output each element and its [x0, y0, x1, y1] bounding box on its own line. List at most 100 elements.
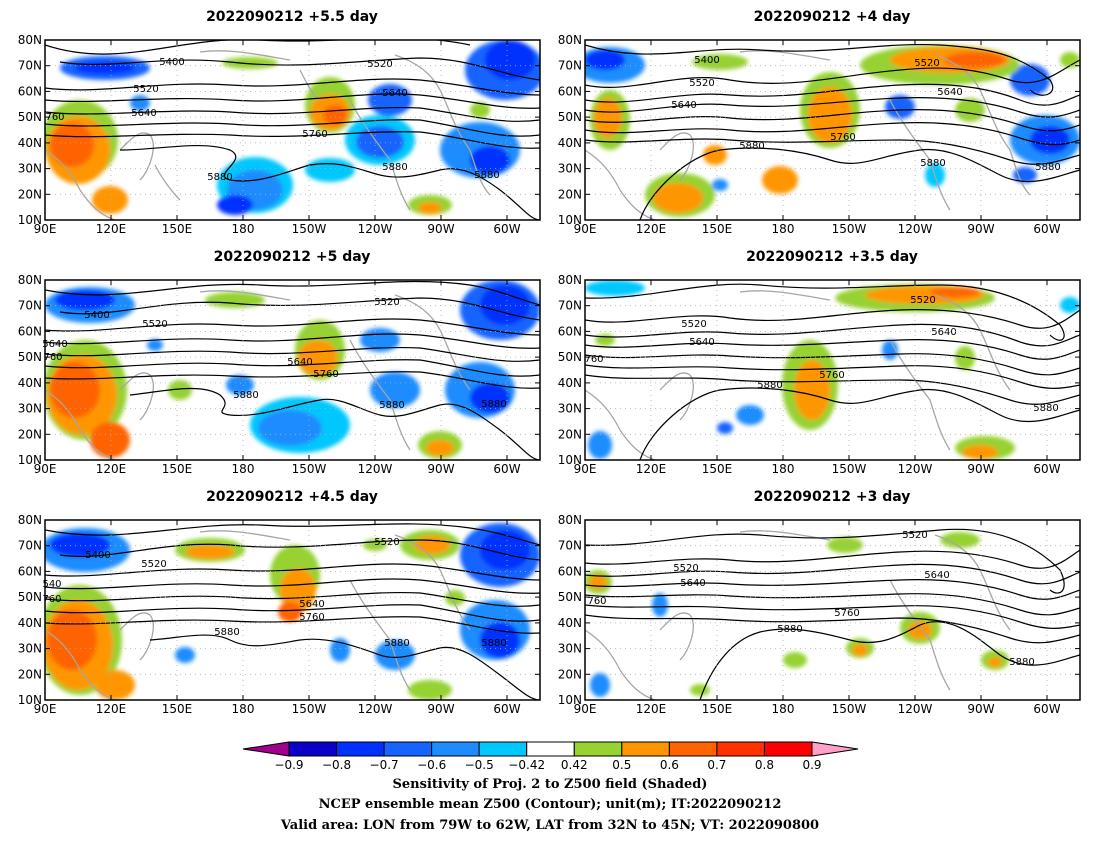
colorbar-swatch	[763, 741, 813, 757]
lon-tick-label: 120E	[636, 222, 667, 236]
svg-text:5880: 5880	[1009, 657, 1034, 668]
lon-tick-label: 150E	[702, 462, 733, 476]
lon-tick-label: 120E	[636, 462, 667, 476]
lon-tick-label: 90E	[574, 702, 597, 716]
svg-text:5760: 5760	[313, 369, 338, 380]
lat-tick-label: 20N	[558, 667, 582, 681]
lon-tick-label: 150E	[162, 702, 193, 716]
svg-text:5880: 5880	[777, 624, 802, 635]
lat-tick-label: 80N	[18, 513, 42, 527]
svg-text:5760: 5760	[834, 608, 859, 619]
svg-text:5640: 5640	[671, 100, 696, 111]
colorbar-tick-label: −0.9	[274, 758, 303, 772]
lon-tick-label: 90E	[34, 222, 57, 236]
z500-contours	[45, 523, 540, 700]
lon-tick-label: 120E	[96, 462, 127, 476]
lat-tick-label: 40N	[18, 136, 42, 150]
svg-text:5520: 5520	[142, 319, 167, 330]
panel-title: 2022090212 +5.5 day	[206, 9, 378, 25]
svg-text:760: 760	[584, 354, 603, 365]
svg-text:5640: 5640	[131, 108, 156, 119]
lon-tick-label: 90W	[967, 222, 994, 236]
colorbar-swatch	[478, 741, 528, 757]
caption-line-1: Sensitivity of Proj. 2 to Z500 field (Sh…	[393, 777, 708, 792]
coastlines	[45, 290, 471, 460]
lat-tick-label: 40N	[558, 136, 582, 150]
map-panel-3: 2022090212 +5 day	[42, 249, 541, 461]
lon-tick-label: 60W	[1033, 222, 1060, 236]
lon-tick-label: 180	[772, 462, 795, 476]
lat-tick-label: 30N	[558, 642, 582, 656]
svg-text:5760: 5760	[819, 370, 844, 381]
svg-text:5520: 5520	[914, 58, 939, 69]
figure-caption: Sensitivity of Proj. 2 to Z500 field (Sh…	[280, 777, 819, 833]
colorbar-tick-label: 0.9	[802, 758, 821, 772]
svg-text:760: 760	[42, 594, 61, 605]
svg-text:5520: 5520	[133, 84, 158, 95]
lon-tick-label: 150E	[702, 222, 733, 236]
coastlines	[585, 50, 1031, 220]
panel-title: 2022090212 +5 day	[214, 249, 371, 265]
lat-tick-label: 50N	[18, 590, 42, 604]
colorbar: −0.9 −0.8 −0.7 −0.6 −0.5 −0.42 0.42 0.5 0.6 0.7 0.…	[242, 741, 859, 772]
lon-tick-label: 120E	[636, 702, 667, 716]
lat-tick-label: 40N	[18, 616, 42, 630]
lon-tick-label: 150W	[832, 222, 867, 236]
colorbar-tick-label: −0.5	[465, 758, 494, 772]
colorbar-swatch	[242, 741, 290, 757]
svg-text:5880: 5880	[214, 627, 239, 638]
lat-tick-label: 60N	[18, 564, 42, 578]
svg-text:5520: 5520	[374, 297, 399, 308]
map-panel-6: 2022090212 +3 day	[584, 489, 1081, 701]
panel-title: 2022090212 +3.5 day	[746, 249, 918, 265]
lon-tick-label: 60W	[493, 222, 520, 236]
lat-tick-label: 80N	[558, 33, 582, 47]
lon-tick-label: 120E	[96, 222, 127, 236]
svg-text:5400: 5400	[85, 550, 110, 561]
colorbar-tick-label: 0.7	[707, 758, 726, 772]
colorbar-swatch	[288, 741, 338, 757]
svg-text:5760: 5760	[299, 612, 324, 623]
contour-labels: 5400 5520 5520 540 760 5640 5760 5880 58…	[42, 537, 506, 649]
lon-tick-label: 180	[232, 462, 255, 476]
lon-tick-label: 150W	[292, 462, 327, 476]
svg-text:5640: 5640	[937, 87, 962, 98]
svg-text:5880: 5880	[474, 170, 499, 181]
svg-text:760: 760	[43, 352, 62, 363]
lat-tick-label: 80N	[558, 273, 582, 287]
svg-text:5880: 5880	[1035, 162, 1060, 173]
lat-tick-label: 20N	[558, 187, 582, 201]
lon-tick-label: 120W	[358, 702, 393, 716]
lat-tick-label: 20N	[18, 187, 42, 201]
svg-text:5520: 5520	[141, 559, 166, 570]
lon-tick-label: 180	[772, 222, 795, 236]
lat-tick-label: 30N	[558, 402, 582, 416]
svg-text:5520: 5520	[910, 295, 935, 306]
colorbar-tick-label: −0.7	[370, 758, 399, 772]
lat-tick-label: 70N	[18, 299, 42, 313]
colorbar-swatch	[526, 741, 575, 757]
lon-tick-label: 120W	[898, 222, 933, 236]
map-panel-4: 2022090212 +3.5 day	[584, 249, 1081, 461]
lat-tick-label: 50N	[18, 350, 42, 364]
lat-tick-label: 50N	[558, 590, 582, 604]
z500-contours	[585, 43, 1080, 220]
map-panel-1: 2022090212 +5.5 day	[44, 9, 541, 221]
lon-tick-label: 90W	[427, 222, 454, 236]
svg-text:5520: 5520	[673, 563, 698, 574]
colorbar-swatch	[383, 741, 433, 757]
svg-text:5640: 5640	[287, 357, 312, 368]
panel-title: 2022090212 +4.5 day	[206, 489, 378, 505]
lat-tick-label: 40N	[558, 376, 582, 390]
lon-tick-label: 180	[232, 222, 255, 236]
svg-text:5880: 5880	[920, 158, 945, 169]
lat-tick-label: 80N	[558, 513, 582, 527]
svg-text:5880: 5880	[481, 638, 506, 649]
svg-text:5640: 5640	[299, 599, 324, 610]
colorbar-swatch	[621, 741, 670, 757]
